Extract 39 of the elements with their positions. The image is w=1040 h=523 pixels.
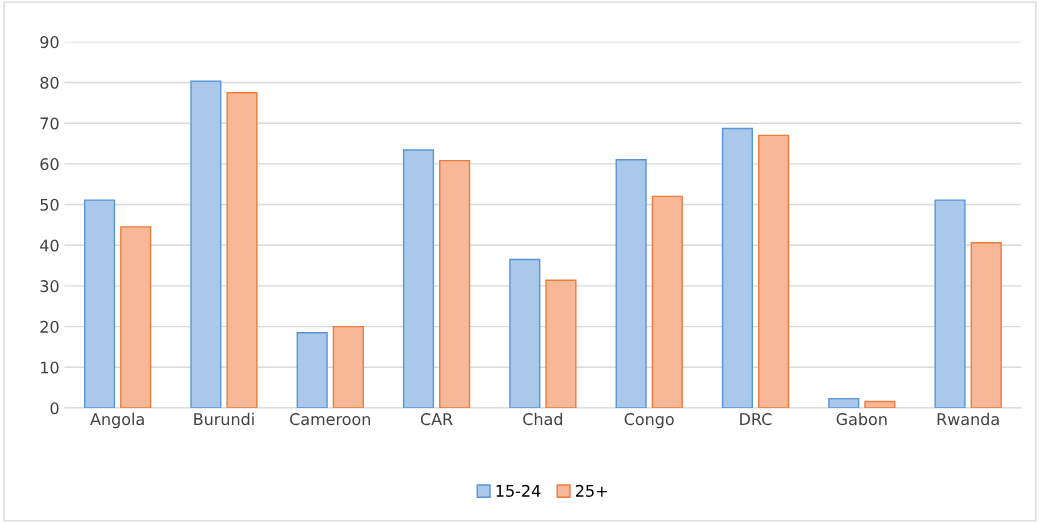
x-tick-label: Congo bbox=[624, 413, 674, 429]
x-tick-label: Angola bbox=[90, 412, 144, 429]
bar bbox=[120, 226, 152, 408]
y-tick-label: 80 bbox=[40, 76, 59, 89]
legend-label: 25+ bbox=[575, 484, 607, 497]
bar bbox=[828, 397, 860, 408]
y-tick-label: 10 bbox=[41, 361, 59, 374]
bar bbox=[651, 195, 683, 408]
bar bbox=[721, 127, 754, 408]
bar bbox=[402, 149, 435, 408]
y-tick-label: 50 bbox=[40, 198, 59, 211]
x-tick-label: Rwanda bbox=[937, 412, 999, 426]
bar bbox=[615, 159, 647, 408]
bar bbox=[757, 134, 790, 408]
bar bbox=[190, 80, 222, 408]
x-tick-label: Cameroon bbox=[290, 413, 370, 426]
x-tick-label: DRC bbox=[740, 413, 772, 426]
bar bbox=[439, 159, 471, 408]
legend-label: 15-24 bbox=[496, 484, 541, 497]
x-tick-label: CAR bbox=[420, 413, 453, 426]
y-tick-label: 60 bbox=[40, 158, 59, 171]
y-tick-label: 40 bbox=[40, 239, 59, 252]
y-tick-label: 90 bbox=[40, 36, 59, 49]
bar bbox=[226, 91, 258, 408]
bar bbox=[332, 325, 364, 408]
y-tick-label: 0 bbox=[50, 402, 59, 415]
bar bbox=[545, 279, 577, 408]
bar bbox=[864, 400, 896, 408]
bar bbox=[83, 199, 116, 408]
bar bbox=[296, 331, 328, 408]
x-tick-label: Chad bbox=[523, 412, 563, 426]
x-tick-label: Gabon bbox=[836, 412, 887, 426]
y-tick-label: 30 bbox=[40, 280, 59, 293]
y-tick-label: 70 bbox=[40, 117, 59, 130]
bar bbox=[934, 199, 966, 408]
bar bbox=[970, 242, 1002, 408]
bar bbox=[509, 258, 541, 408]
x-tick-label: Burundi bbox=[194, 412, 254, 426]
y-tick-label: 20 bbox=[40, 320, 59, 333]
